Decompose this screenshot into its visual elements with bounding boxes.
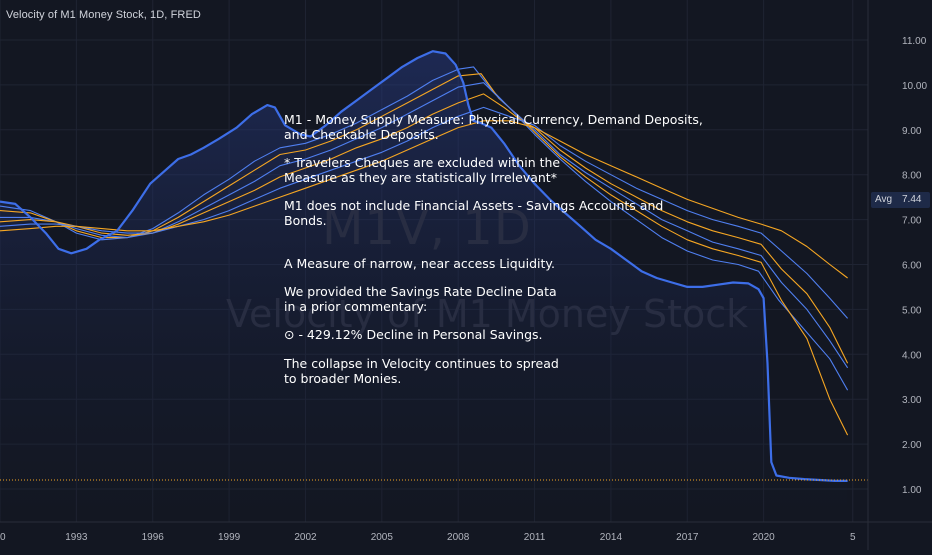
annotation-line: M1 does not include Financial Assets - S… — [284, 198, 664, 228]
y-tick-label: 4.00 — [902, 350, 922, 361]
avg-price-badge[interactable]: Avg 7.44 — [871, 192, 930, 208]
y-axis[interactable]: 11.00 10.00 9.00 8.00 7.00 6.00 5.00 4.00 3.00 2.… — [867, 0, 927, 550]
x-tick-label: 2002 — [294, 532, 317, 543]
annotation-line: A Measure of narrow, near access Liquidi… — [284, 255, 555, 271]
annotation-text[interactable]: M1 - Money Supply Measure: Physical Curr… — [284, 112, 704, 386]
x-tick-label: 5 — [850, 532, 856, 543]
annotation-line: ⊙ - 429.12% Decline in Personal Savings. — [284, 327, 543, 343]
y-tick-label: 9.00 — [902, 126, 922, 137]
y-tick-label: 1.00 — [902, 485, 922, 496]
line-average-blue-3[interactable] — [0, 106, 849, 319]
annotation-line: The collapse in Velocity continues to sp… — [284, 355, 559, 386]
velocity-line[interactable] — [0, 50, 848, 482]
x-tick-label: 2020 — [753, 532, 776, 543]
x-tick-label: 2011 — [524, 532, 546, 543]
annotation-line: We provided the Savings Rate Decline Dat… — [284, 284, 557, 314]
chart-title[interactable]: Velocity of M1 Money Stock, 1D, FRED — [6, 9, 201, 21]
avg-badge-value: 7.44 — [902, 194, 922, 205]
velocity-area — [0, 51, 848, 522]
x-tick-label: 90 — [0, 532, 6, 543]
line-average-blue-1[interactable] — [0, 66, 849, 391]
x-tick-label: 1993 — [65, 532, 88, 543]
x-tick-label: 1999 — [218, 532, 241, 543]
watermark-name: Velocity of M1 Money Stock — [226, 292, 749, 336]
y-tick-label: 2.00 — [902, 440, 922, 451]
line-average-orange-1[interactable] — [0, 73, 849, 436]
x-tick-label: 2008 — [447, 532, 470, 543]
y-tick-label: 11.00 — [902, 36, 927, 47]
x-tick-label: 1996 — [142, 532, 165, 543]
annotation-line: M1 - Money Supply Measure: Physical Curr… — [284, 112, 703, 142]
annotation-line: * Travelers Cheques are excluded within … — [284, 155, 561, 185]
x-tick-label: 2005 — [371, 532, 394, 543]
y-tick-label: 5.00 — [902, 305, 922, 316]
y-tick-label: 3.00 — [902, 395, 922, 406]
x-tick-label: 2014 — [600, 532, 623, 543]
x-axis[interactable]: 90 1993 1996 1999 2002 2005 2008 2011 2014 2017 20… — [0, 521, 932, 543]
y-tick-label: 7.00 — [902, 216, 922, 227]
series-lines — [0, 50, 849, 482]
x-tick-label: 2017 — [676, 532, 699, 543]
y-tick-label: 10.00 — [902, 81, 927, 92]
y-tick-label: 6.00 — [902, 261, 922, 272]
watermark-symbol: M1V, 1D — [322, 200, 532, 256]
avg-badge-label: Avg — [875, 194, 893, 205]
velocity-area-fill — [0, 51, 848, 522]
y-tick-label: 8.00 — [902, 171, 922, 182]
line-average-orange-3[interactable] — [0, 120, 848, 279]
